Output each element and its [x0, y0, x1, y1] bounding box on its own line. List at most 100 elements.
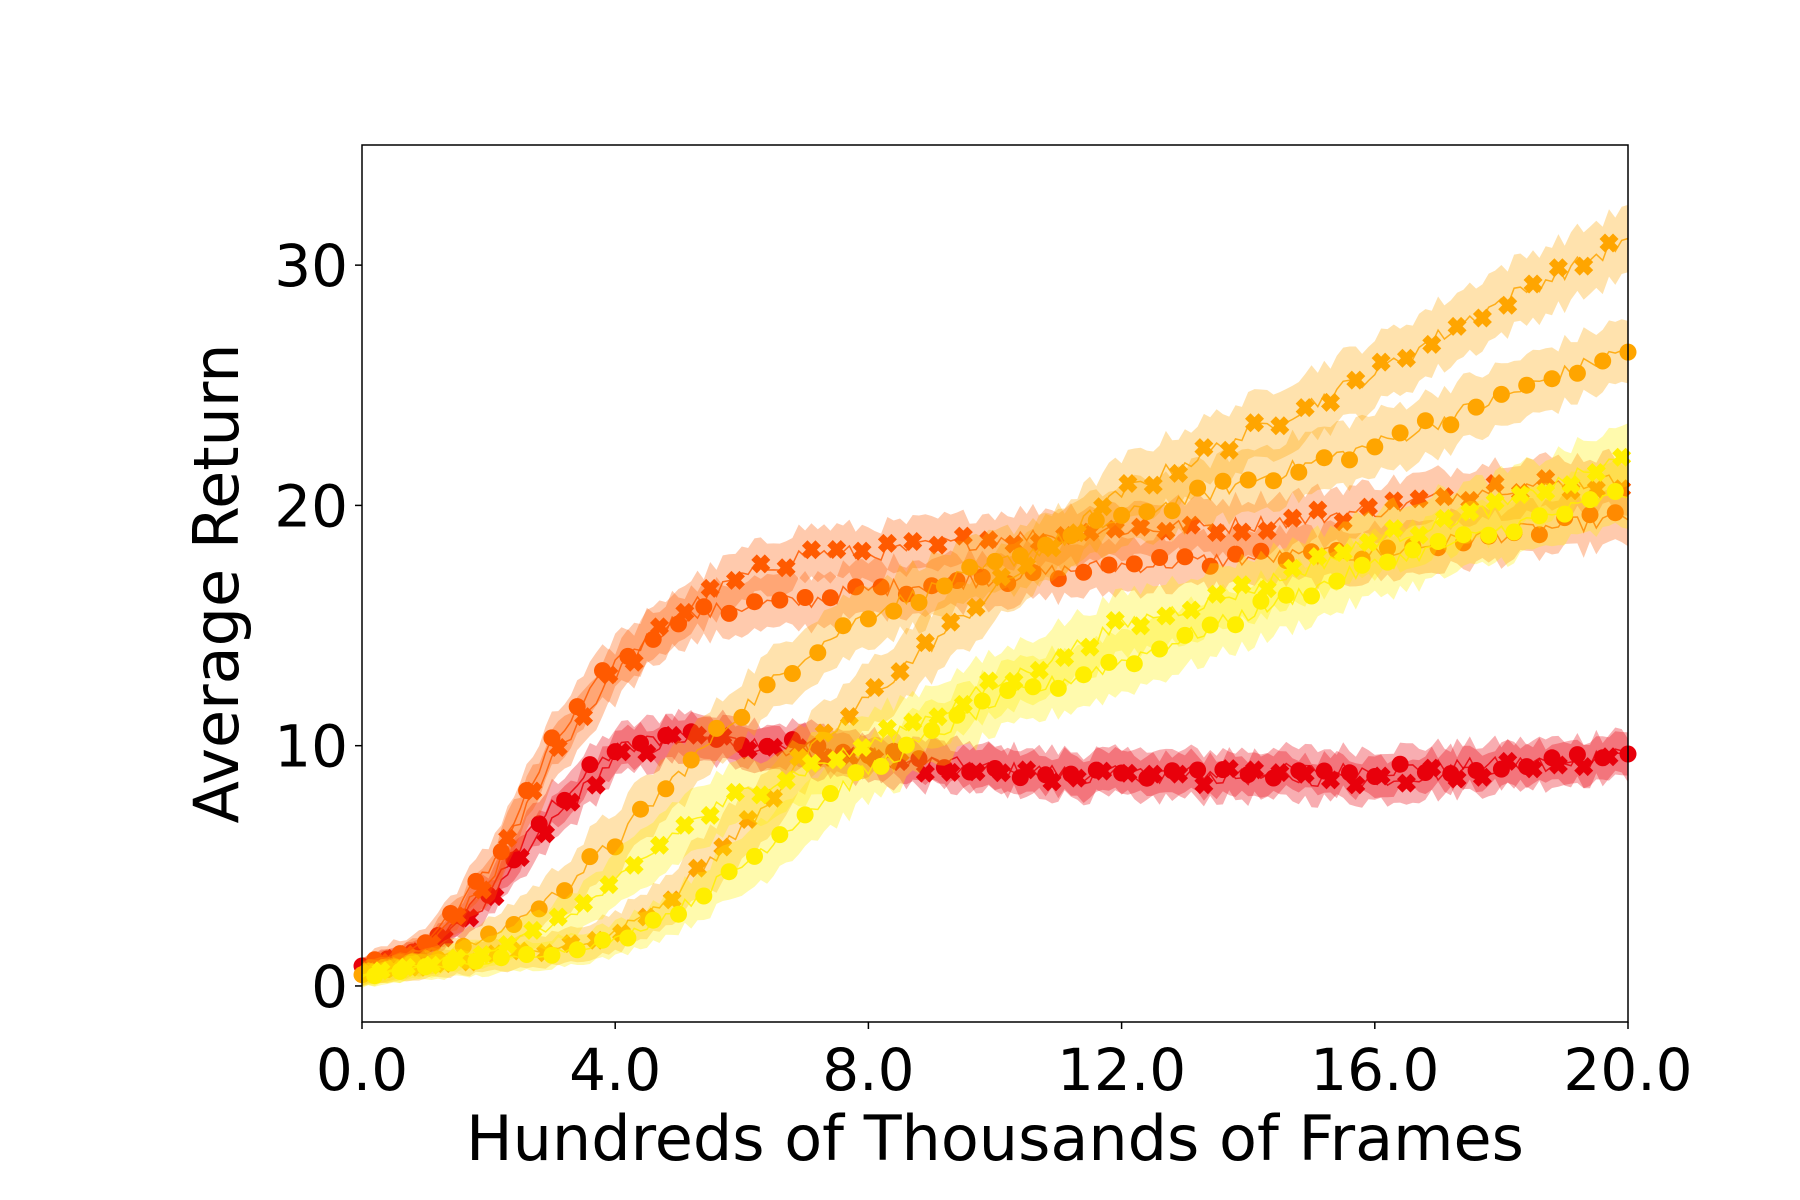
data-point — [1404, 541, 1422, 559]
plot-frame — [361, 144, 1629, 1023]
data-point — [548, 738, 568, 758]
data-point — [472, 880, 492, 900]
data-point — [1581, 491, 1599, 509]
data-point — [1207, 584, 1227, 604]
data-point — [961, 558, 979, 576]
data-point — [865, 677, 885, 697]
data-point — [890, 752, 910, 772]
data-point — [619, 929, 637, 947]
data-point — [1004, 671, 1024, 691]
data-point — [941, 762, 961, 782]
data-point — [536, 824, 556, 844]
data-point — [1581, 506, 1599, 524]
data-point — [498, 828, 518, 848]
data-point — [852, 541, 872, 561]
data-point — [1472, 308, 1492, 328]
data-point — [1416, 412, 1434, 430]
data-point — [872, 757, 890, 775]
data-point — [1151, 549, 1169, 566]
x-tick-label: 0.0 — [316, 1036, 408, 1104]
data-point — [1080, 637, 1100, 657]
data-point — [700, 805, 720, 825]
data-point — [480, 925, 498, 943]
data-point — [928, 535, 948, 555]
data-point — [1556, 505, 1574, 523]
data-point — [801, 753, 821, 773]
data-point — [599, 875, 619, 895]
data-point — [1498, 295, 1518, 315]
data-point — [1143, 475, 1163, 495]
data-point — [1232, 522, 1252, 542]
data-point — [574, 707, 594, 727]
data-point — [650, 835, 670, 855]
data-point — [1422, 758, 1442, 778]
x-tick-label: 20.0 — [1563, 1036, 1692, 1104]
data-point — [991, 763, 1011, 783]
data-point — [1017, 760, 1037, 780]
data-point — [725, 570, 745, 590]
data-point — [890, 662, 910, 682]
data-point — [1333, 512, 1353, 532]
data-point — [687, 725, 707, 745]
data-point — [543, 946, 561, 964]
data-point — [834, 617, 852, 635]
data-point — [979, 671, 999, 691]
series-yellow-circle — [361, 460, 1629, 987]
data-point — [1024, 678, 1042, 696]
data-point — [796, 589, 814, 606]
data-point — [1075, 666, 1093, 684]
data-point — [713, 837, 733, 857]
data-point — [505, 916, 523, 933]
data-point — [915, 763, 935, 783]
data-point — [1207, 523, 1227, 543]
data-point — [1346, 370, 1366, 390]
data-point — [1391, 424, 1409, 442]
data-point — [606, 838, 624, 856]
data-point — [859, 610, 877, 628]
data-point — [1568, 364, 1586, 382]
y-tick-label: 0 — [311, 953, 348, 1021]
data-point — [1270, 763, 1290, 783]
data-point — [1176, 626, 1194, 644]
data-point — [1379, 539, 1396, 557]
data-point — [827, 540, 847, 560]
data-point — [492, 949, 510, 967]
data-point — [1290, 463, 1308, 481]
data-point — [548, 907, 568, 927]
data-point — [953, 526, 973, 546]
data-point — [1189, 761, 1207, 779]
data-point — [1341, 451, 1358, 469]
data-point — [1245, 413, 1265, 433]
data-point — [1606, 504, 1624, 522]
data-point — [1391, 755, 1409, 773]
data-point — [1265, 472, 1282, 490]
data-point — [612, 742, 632, 762]
data-point — [1485, 473, 1505, 493]
data-point — [1434, 508, 1454, 528]
data-point — [1113, 506, 1131, 524]
data-point — [1295, 398, 1315, 418]
data-point — [561, 792, 581, 812]
data-point — [789, 748, 809, 768]
data-point — [1067, 523, 1087, 543]
data-point — [1125, 555, 1143, 573]
data-point — [986, 552, 1004, 570]
data-point — [1308, 546, 1328, 566]
data-point — [1042, 772, 1062, 792]
data-point — [1239, 471, 1257, 489]
data-point — [725, 782, 745, 802]
data-point — [1574, 256, 1594, 276]
data-point — [801, 540, 821, 560]
series-layer — [353, 204, 1637, 989]
data-point — [1328, 572, 1346, 590]
data-point — [821, 589, 839, 607]
data-point — [847, 578, 865, 596]
data-point — [763, 737, 783, 757]
data-point — [1151, 640, 1169, 658]
data-point — [1320, 770, 1340, 790]
data-point — [1131, 616, 1151, 636]
data-point — [1341, 764, 1358, 782]
data-point — [720, 863, 738, 881]
data-point — [1384, 519, 1404, 539]
